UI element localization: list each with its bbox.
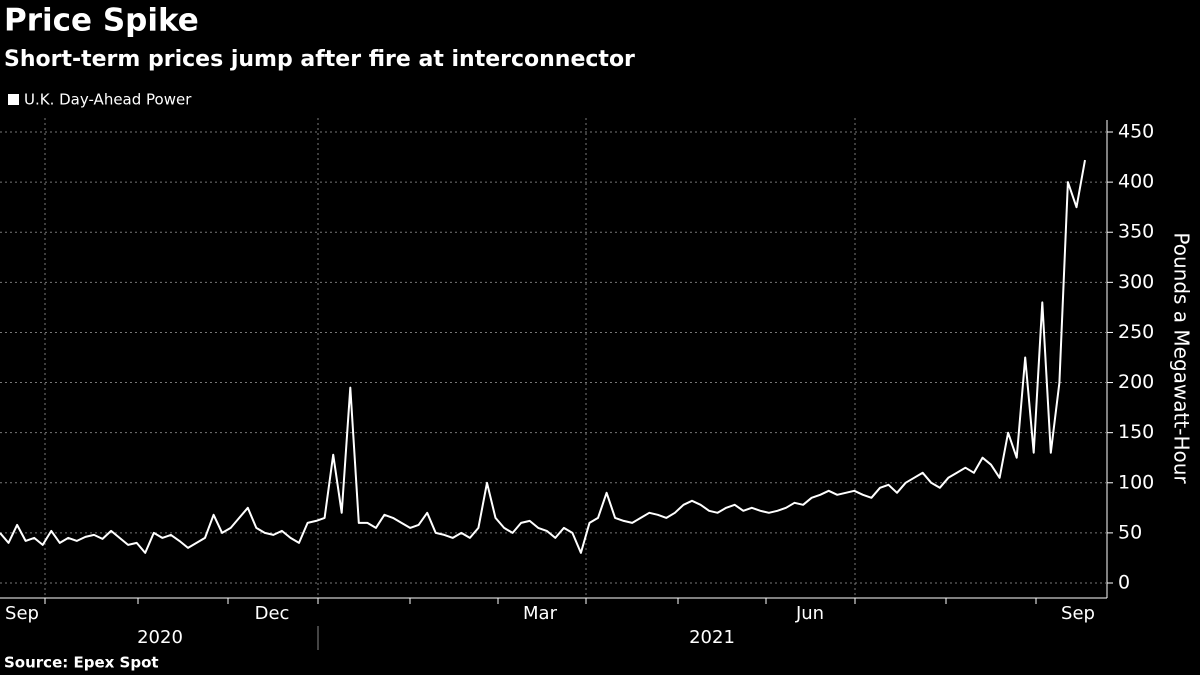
month-label: Sep [5, 603, 39, 624]
y-tick-label: 450 [1118, 121, 1154, 143]
y-tick-label: 350 [1118, 221, 1154, 243]
month-label: Mar [523, 603, 558, 624]
y-tick-label: 150 [1118, 421, 1154, 443]
month-label: Dec [255, 603, 290, 624]
y-tick-label: 0 [1118, 572, 1130, 594]
month-label: Sep [1061, 603, 1095, 624]
legend-swatch [8, 94, 19, 105]
year-label: 2020 [137, 627, 183, 648]
source: Source: Epex Spot [4, 654, 159, 672]
y-tick-label: 250 [1118, 321, 1154, 343]
chart-title: Price Spike [4, 3, 199, 39]
y-axis-title: Pounds a Megawatt-Hour [1170, 232, 1194, 484]
y-tick-label: 50 [1118, 521, 1142, 543]
y-tick-label: 200 [1118, 371, 1154, 393]
legend-label: U.K. Day-Ahead Power [24, 91, 192, 109]
month-label: Jun [795, 603, 824, 624]
y-tick-label: 400 [1118, 171, 1154, 193]
y-tick-label: 300 [1118, 271, 1154, 293]
y-tick-label: 100 [1118, 471, 1154, 493]
price-line [0, 159, 1086, 554]
year-label: 2021 [689, 627, 735, 648]
chart-subtitle: Short-term prices jump after fire at int… [4, 47, 635, 72]
